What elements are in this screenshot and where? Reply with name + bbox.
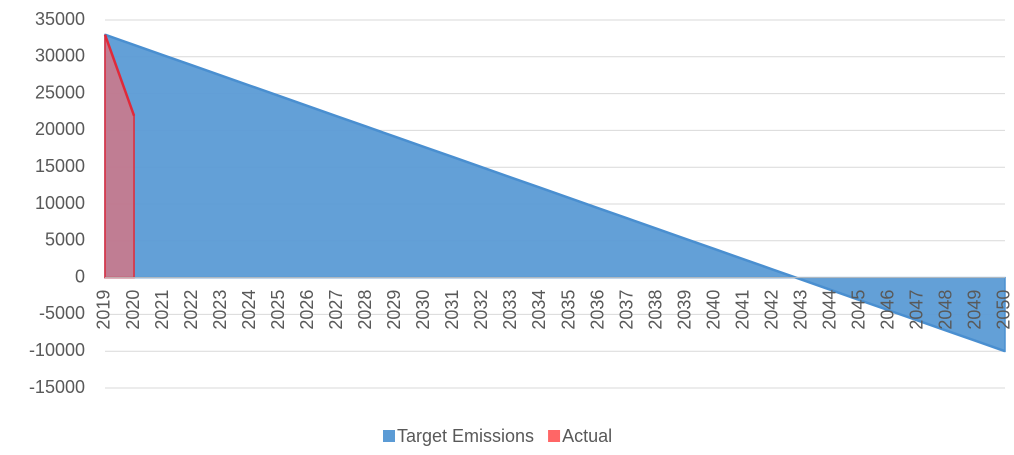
area-line — [103, 34, 136, 117]
x-tick-label: 2036 — [587, 290, 607, 330]
x-tick-label: 2049 — [965, 290, 985, 330]
y-tick-label: 20000 — [35, 119, 85, 139]
x-tick-label: 2045 — [849, 290, 869, 330]
y-tick-label: -5000 — [39, 303, 85, 323]
x-tick-label: 2040 — [703, 290, 723, 330]
y-tick-label: 5000 — [45, 230, 85, 250]
legend: Target Emissions Actual — [383, 426, 612, 446]
x-tick-label: 2050 — [994, 290, 1014, 330]
x-tick-label: 2026 — [297, 290, 317, 330]
area-line — [104, 33, 1006, 353]
y-tick-label: 10000 — [35, 193, 85, 213]
x-tick-label: 2047 — [907, 290, 927, 330]
x-tick-label: 2041 — [732, 290, 752, 330]
y-tick-label: 25000 — [35, 82, 85, 102]
x-tick-label: 2031 — [442, 290, 462, 330]
x-tick-label: 2044 — [820, 290, 840, 330]
x-tick-label: 2030 — [413, 290, 433, 330]
x-tick-label: 2032 — [471, 290, 491, 330]
x-tick-label: 2022 — [181, 290, 201, 330]
y-tick-label: 0 — [75, 266, 85, 286]
legend-swatch — [383, 430, 395, 442]
x-tick-label: 2048 — [936, 290, 956, 330]
x-tick-label: 2038 — [645, 290, 665, 330]
x-tick-label: 2020 — [123, 290, 143, 330]
x-tick-label: 2033 — [500, 290, 520, 330]
x-tick-label: 2028 — [355, 290, 375, 330]
legend-swatch — [548, 430, 561, 442]
y-tick-label: -15000 — [29, 377, 85, 397]
x-tick-label: 2023 — [210, 290, 230, 330]
x-tick-label: 2024 — [239, 290, 259, 330]
y-tick-label: 35000 — [35, 9, 85, 29]
x-tick-label: 2046 — [878, 290, 898, 330]
x-tick-label: 2042 — [761, 290, 781, 330]
x-tick-label: 2029 — [384, 290, 404, 330]
x-tick-label: 2019 — [94, 290, 114, 330]
legend-label: Target Emissions — [397, 426, 534, 446]
x-tick-label: 2043 — [791, 290, 811, 330]
x-tick-label: 2021 — [152, 290, 172, 330]
x-tick-label: 2037 — [616, 290, 636, 330]
x-tick-label: 2025 — [268, 290, 288, 330]
legend-label: Actual — [562, 426, 612, 446]
x-tick-label: 2034 — [529, 290, 549, 330]
x-tick-label: 2035 — [558, 290, 578, 330]
x-tick-label: 2039 — [674, 290, 694, 330]
x-tick-label: 2027 — [326, 290, 346, 330]
y-tick-label: 15000 — [35, 156, 85, 176]
y-tick-label: 30000 — [35, 46, 85, 66]
y-tick-label: -10000 — [29, 340, 85, 360]
